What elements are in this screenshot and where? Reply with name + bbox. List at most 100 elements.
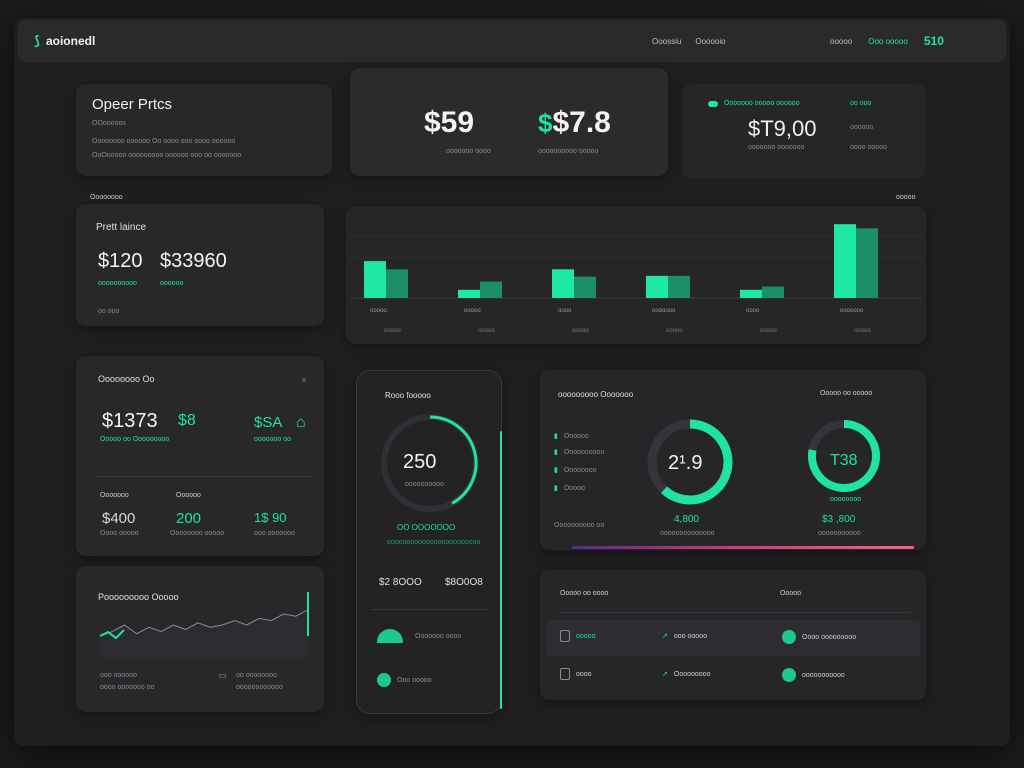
phone-accent-label: OO OOOOOOO [397, 523, 456, 532]
legend-item: ▮ Oooooo [554, 432, 589, 441]
row-2-cell-b: ↗ Ooooooooo [662, 670, 711, 679]
table-row[interactable] [546, 620, 920, 656]
donut-1-arc [660, 419, 733, 505]
bar-icon: ▮ [554, 467, 558, 474]
legend-item: ▮ Oooooooooo [554, 448, 605, 457]
status-dot-icon [708, 100, 718, 107]
cashflow-head-2: Oooooo [176, 492, 201, 499]
section-label-left: Oooooooo [90, 194, 123, 201]
cashflow-stat-2: 200 [176, 510, 202, 527]
donut-2-value: T38 [830, 452, 858, 469]
overview-line-2: OoOooooo ooooooooo oooooo ooo oo ooooooo [92, 152, 242, 159]
nav-item-2[interactable]: Oooooio [695, 36, 726, 46]
home-icon[interactable]: ⌂ [296, 414, 306, 431]
bar-category-label: ooooooo [840, 308, 864, 314]
document-icon [560, 668, 570, 680]
bar [740, 289, 762, 298]
stats-card: $59 $$7.8 ooooooo oooo oooooooooo ooooo [350, 68, 668, 176]
cashflow-value-2: $SA [254, 414, 283, 431]
phone-item-1[interactable]: Ooooooo oooo [415, 633, 462, 640]
bar-category-label: ooooooo [652, 308, 676, 314]
stat-b-label: oooooooooo ooooo [538, 148, 599, 155]
top-nav: Ooossiu Oooooio [652, 20, 726, 62]
donut-1-label: oooooooooooooo [660, 530, 715, 537]
bar-category-label: ooooo [370, 308, 387, 314]
bar [762, 286, 784, 298]
nav-item-3[interactable]: ooooo [830, 36, 853, 46]
bar-sublabel: ooooo [478, 328, 495, 334]
overview-title: Opeer Prtcs [92, 96, 173, 113]
transactions-head-2: Ooooo [780, 590, 802, 597]
performance-chart [99, 592, 309, 658]
cashflow-label-1: Ooooo oo Ooooooooo [100, 436, 170, 443]
gauge-label: oooooooooo [405, 481, 444, 488]
nav-item-1[interactable]: Ooossiu [652, 36, 682, 46]
bar-category-label: ooooo [464, 308, 481, 314]
document-icon [560, 630, 570, 642]
bar-chart-card: ooooo ooooo ooooo ooooo oooo ooooo ooooooo oooo… [346, 206, 926, 344]
bar [646, 275, 668, 298]
top-balance: 510 [923, 34, 944, 48]
summary-card: Ooooooo ooooo oooooo oo ooo $T9,00 ooooo… [682, 84, 926, 178]
bar-sublabel: ooooo [384, 328, 401, 334]
coin-icon [377, 673, 391, 687]
card-icon: ▭ [218, 670, 227, 680]
legend-item: ▮ Oooooooo [554, 466, 597, 475]
cashflow-value-1b: $8 [178, 412, 196, 429]
balance-value-2: $33960 [160, 250, 227, 272]
performance-card: Pooooooooo Ooooo ooo oooooo oooo ooooooo… [76, 566, 324, 712]
cashflow-stat-label-2: Oooooooo ooooo [170, 530, 225, 537]
stat-b-number: $7.8 [552, 106, 611, 139]
bar [574, 276, 596, 298]
performance-label-1: ooo oooooo [100, 672, 137, 679]
bar [364, 261, 386, 298]
performance-label-3: oo oooooooo [236, 672, 277, 679]
bar [458, 289, 480, 298]
balance-label-3: oo ooo [98, 308, 120, 315]
logo[interactable]: ⟆ aoionedl [34, 33, 95, 49]
arrow-icon: ↗ [662, 671, 668, 678]
bar [386, 269, 408, 298]
phone-item-2[interactable]: Ooo ooooo [397, 677, 432, 684]
cashflow-stat-3: 1$ 90 [254, 510, 287, 525]
summary-top-label: Ooooooo ooooo oooooo [708, 100, 800, 107]
bar-sublabel: ooooo [760, 328, 777, 334]
balance-label-1: oooooooooo [98, 280, 137, 287]
row-2-cell-a: oooo [560, 668, 592, 680]
cashflow-stat-1: $400 [102, 510, 136, 527]
bar-icon: ▮ [554, 449, 558, 456]
donut-2-label-0: oooooooo [830, 496, 862, 503]
donut-card: ooooooooo Ooooooo Ooooo oo ooooo ▮ Oooooo… [540, 370, 926, 550]
donut-2-label: ooooooooooo [818, 530, 861, 537]
donut-charts [647, 419, 880, 505]
stat-a-value: $59 [424, 106, 475, 139]
balance-label-2: oooooo [160, 280, 184, 287]
transactions-card: Ooooo oo oooo Ooooo ooooo ↗ ooo ooooo Ooo… [540, 570, 926, 700]
transactions-head-1: Ooooo oo oooo [560, 590, 609, 597]
bar-category-label: oooo [746, 308, 760, 314]
donut-title-2: Ooooo oo ooooo [820, 390, 873, 397]
top-bar: ⟆ aoionedl [18, 20, 1006, 62]
performance-accent-line [99, 629, 125, 640]
cashflow-title: Oooooooo Oo [98, 374, 155, 384]
nav-item-4[interactable]: Ooo ooooo [868, 36, 908, 46]
cashflow-label-2: ooooooo oo [254, 436, 291, 443]
bar-sublabel: ooooo [854, 328, 871, 334]
logo-icon: ⟆ [34, 33, 40, 48]
summary-right-1: oooooo [850, 124, 874, 131]
bar [834, 224, 856, 298]
arrow-icon: ↗ [662, 633, 668, 640]
bar [856, 228, 878, 298]
cashflow-head-1: Ooooooo [100, 492, 129, 499]
donut-bottom-label: Oooooooooo oo [554, 522, 605, 529]
stat-a-label: ooooooo oooo [446, 148, 491, 155]
section-label-right: ooooo [896, 194, 916, 201]
gauge-arc [429, 415, 478, 505]
divider [371, 609, 489, 610]
row-1-cell-c: Oooo ooooooooo [782, 630, 856, 644]
bar [552, 269, 574, 298]
legend-item: ▮ Ooooo [554, 484, 585, 493]
menu-dot-icon[interactable] [302, 378, 306, 382]
divider [560, 612, 910, 613]
overview-line-1: Oooooooo oooooo Oo oooo ooo oooo oooooo [92, 138, 236, 145]
